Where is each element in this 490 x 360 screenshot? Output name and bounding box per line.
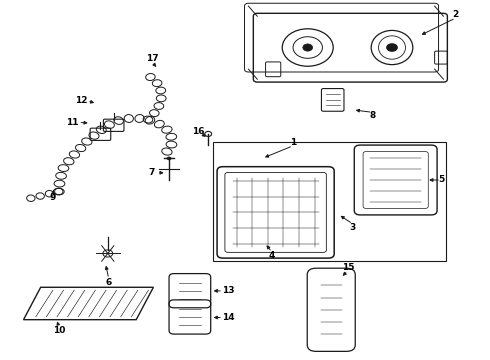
Circle shape [386, 43, 398, 52]
Text: 14: 14 [221, 313, 234, 322]
Text: 16: 16 [192, 126, 205, 135]
Text: 13: 13 [221, 287, 234, 295]
Text: 5: 5 [438, 175, 444, 184]
Text: 3: 3 [350, 223, 356, 232]
Text: 17: 17 [146, 54, 158, 63]
Text: 10: 10 [52, 326, 65, 335]
Circle shape [303, 44, 313, 51]
Text: 4: 4 [269, 251, 275, 260]
Text: 6: 6 [106, 278, 112, 287]
Text: 11: 11 [66, 118, 79, 127]
Text: 12: 12 [74, 96, 87, 105]
Text: 7: 7 [148, 168, 155, 177]
Text: 15: 15 [342, 263, 354, 271]
Circle shape [167, 157, 172, 160]
Text: 1: 1 [290, 138, 296, 147]
Text: 9: 9 [49, 194, 56, 202]
Text: 2: 2 [453, 10, 459, 19]
Bar [213, 142, 446, 261]
Text: 8: 8 [369, 111, 375, 120]
